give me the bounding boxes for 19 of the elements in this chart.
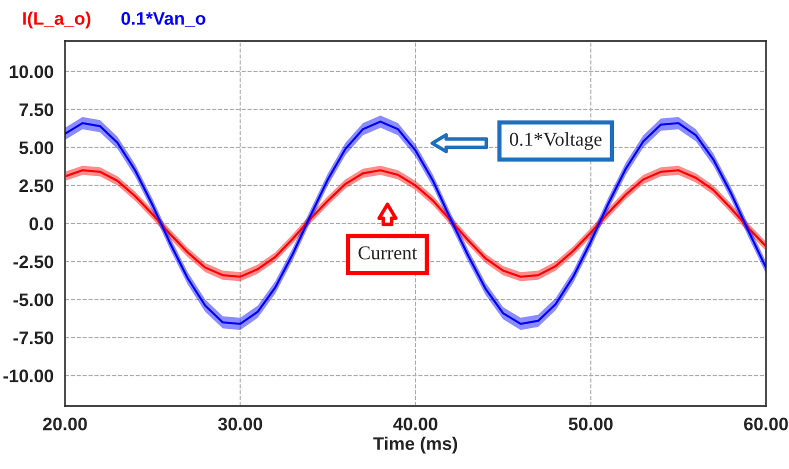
y-tick-label: 10.00 [10, 65, 54, 78]
text: 0.1*Van_o [121, 12, 206, 27]
x-tick-label: 60.00 [744, 418, 788, 430]
y-tick-label: -7.50 [13, 331, 54, 344]
y-tick-label: 5.00 [19, 141, 54, 154]
y-tick-label: -2.50 [13, 255, 54, 268]
y-tick-label: -5.00 [13, 293, 54, 306]
x-tick-label: 40.00 [393, 418, 438, 430]
y-tick-label: 0.0 [30, 217, 54, 230]
y-tick-label: -10.00 [3, 370, 54, 382]
annotation: 0.1*Voltage [510, 132, 602, 150]
x-tick-label: 30.00 [218, 418, 262, 430]
x-tick-label: 20.00 [43, 418, 87, 430]
y-tick-label: 2.50 [19, 179, 54, 192]
x-tick-label: 50.00 [568, 418, 613, 430]
annotation: Current [358, 246, 418, 260]
y-tick-label: 7.50 [20, 103, 54, 116]
text: I(L_a_o) [23, 12, 90, 28]
x-axis-title: Time (ms) [373, 436, 458, 454]
